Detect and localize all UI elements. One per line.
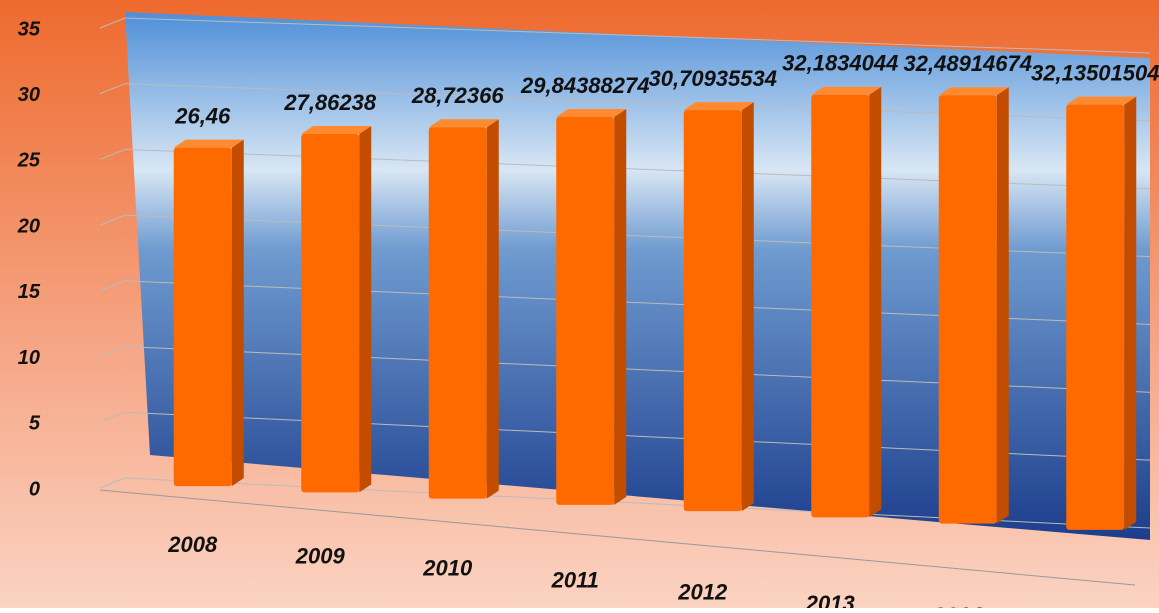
bar-top (1066, 96, 1137, 105)
bar-top (811, 86, 882, 95)
bar-side (486, 119, 499, 499)
bar (428, 127, 487, 499)
grid-line-side (99, 148, 126, 160)
y-tick-label: 20 (17, 215, 40, 237)
grid-line-side (99, 346, 126, 358)
x-tick-label: 2012 (677, 579, 728, 604)
bar-top (556, 109, 627, 118)
bar-top (683, 102, 754, 111)
x-tick-label: 2010 (422, 556, 473, 581)
value-label: 27,86238 (283, 90, 377, 115)
y-tick-label: 10 (18, 347, 40, 369)
bar (173, 147, 232, 487)
value-label: 32,1834044 (782, 51, 898, 76)
value-label: 32,48914674 (904, 51, 1032, 76)
bar-side (741, 102, 754, 512)
bar-top (301, 125, 372, 134)
plot-wall (125, 12, 1150, 540)
bar-top (428, 119, 499, 128)
bar-side (359, 125, 372, 493)
value-label: 28,72366 (411, 83, 505, 108)
bar-side (231, 139, 244, 487)
bar-side (869, 86, 882, 518)
value-label: 30,70935534 (649, 66, 777, 91)
y-tick-label: 25 (17, 150, 41, 172)
bar (1066, 104, 1125, 530)
x-axis (99, 489, 1136, 586)
value-label: 29,84388274 (520, 73, 649, 98)
bar (683, 110, 742, 512)
grid-line-side (99, 83, 126, 95)
y-tick-label: 30 (18, 84, 40, 106)
x-tick-label: 2013 (805, 591, 855, 608)
grid-line-side (99, 411, 126, 423)
x-tick-label: 2009 (295, 544, 346, 569)
grid-line-side (99, 477, 126, 489)
bar-top (938, 87, 1009, 96)
bar (301, 133, 360, 493)
bar (811, 94, 870, 518)
bar-side (996, 87, 1009, 524)
y-tick-label: 5 (29, 413, 41, 435)
grid-line-side (99, 280, 126, 292)
grid-line-side (99, 17, 126, 29)
x-tick-label: 2008 (167, 532, 218, 557)
bar (938, 95, 997, 524)
y-tick-label: 35 (18, 18, 41, 40)
bar-side (1124, 96, 1137, 530)
bar-side (614, 109, 627, 505)
value-label: 26,46 (174, 103, 231, 128)
y-tick-label: 15 (18, 281, 41, 303)
grid-line (124, 17, 1151, 54)
y-tick-label: 0 (29, 478, 40, 500)
value-label: 32,13501504 (1031, 60, 1159, 85)
grid-line-side (99, 214, 126, 226)
x-tick-label: 2014 (932, 603, 982, 608)
x-tick-label: 2011 (551, 567, 599, 592)
bar-top (173, 139, 244, 148)
bar (556, 117, 615, 505)
